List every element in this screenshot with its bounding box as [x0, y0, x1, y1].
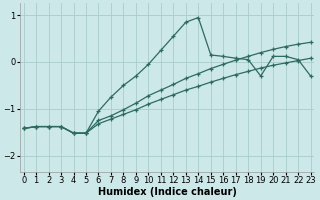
X-axis label: Humidex (Indice chaleur): Humidex (Indice chaleur) [98, 187, 236, 197]
